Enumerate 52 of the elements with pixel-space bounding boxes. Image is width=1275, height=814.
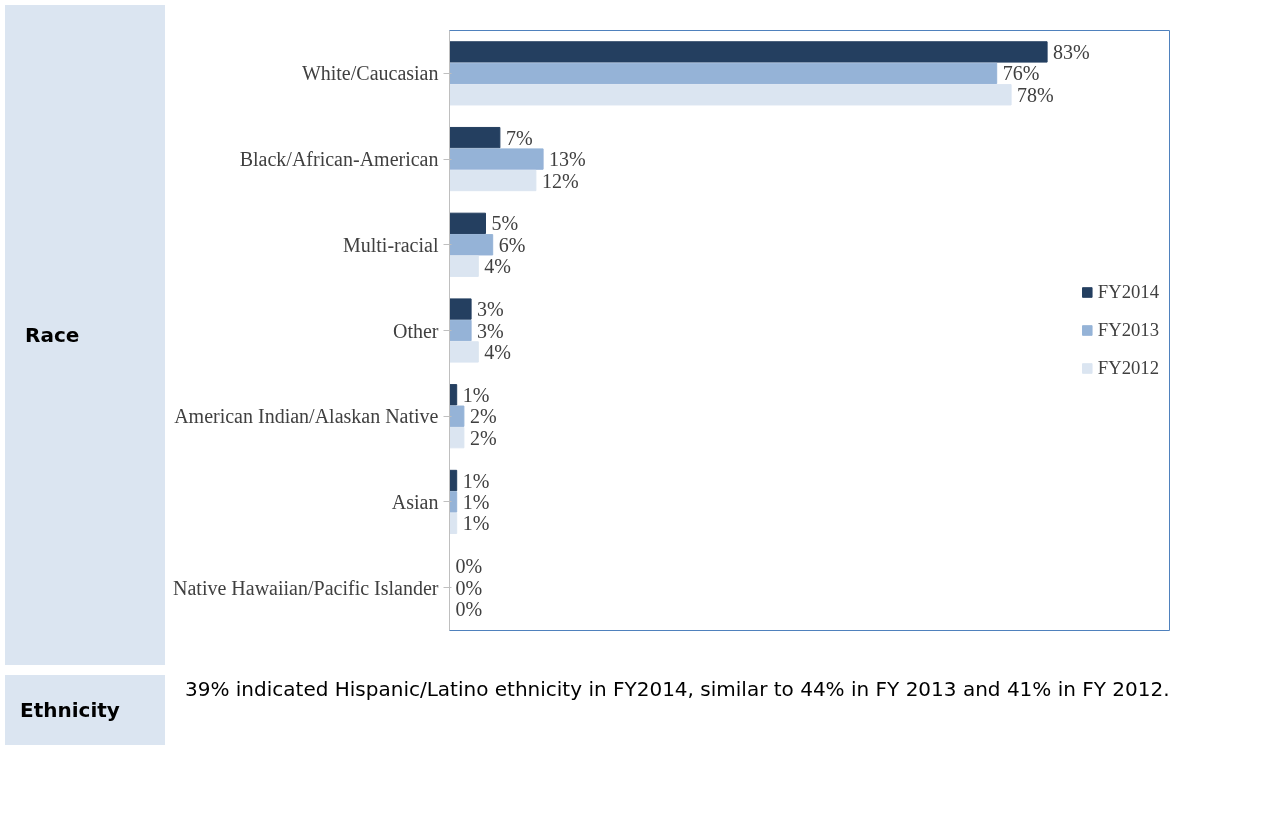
data-label: 76% bbox=[1002, 62, 1040, 85]
data-label: 3% bbox=[477, 298, 504, 321]
bar bbox=[449, 234, 494, 256]
data-label: 13% bbox=[549, 148, 586, 171]
bar bbox=[449, 169, 537, 192]
data-label: 12% bbox=[541, 169, 579, 192]
data-label: 1% bbox=[462, 469, 490, 492]
legend-label: FY2013 bbox=[1097, 319, 1159, 341]
y-tick-label: American Indian/Alaskan Native bbox=[174, 405, 439, 428]
data-label: 1% bbox=[462, 383, 490, 406]
bar bbox=[449, 148, 544, 170]
data-label: 7% bbox=[505, 126, 533, 149]
data-label: 2% bbox=[469, 405, 497, 428]
y-tick-label: Other bbox=[392, 319, 439, 342]
bar bbox=[449, 341, 479, 363]
data-label: 4% bbox=[484, 255, 511, 278]
data-label: 6% bbox=[498, 233, 526, 256]
bar bbox=[449, 491, 458, 513]
bar bbox=[449, 126, 501, 149]
bar bbox=[449, 426, 465, 449]
data-label: 78% bbox=[1017, 83, 1054, 106]
data-label: 5% bbox=[491, 212, 519, 235]
bar bbox=[449, 298, 472, 320]
y-tick-label: Black/African-American bbox=[239, 148, 439, 171]
bar bbox=[449, 41, 1048, 63]
bar bbox=[449, 319, 472, 342]
bar bbox=[449, 84, 1012, 106]
bar bbox=[449, 212, 486, 235]
bar bbox=[449, 405, 465, 427]
text: Race bbox=[25, 321, 80, 349]
data-label: 0% bbox=[455, 555, 483, 578]
data-label: 1% bbox=[462, 512, 490, 535]
data-label: 0% bbox=[455, 576, 483, 599]
y-tick-label: White/Caucasian bbox=[301, 62, 439, 85]
text: Ethnicity bbox=[20, 696, 120, 724]
y-tick-label: Asian bbox=[391, 490, 439, 513]
bar bbox=[449, 469, 458, 492]
y-tick-label: Multi-racial bbox=[342, 233, 439, 256]
y-tick-label: Native Hawaiian/Pacific Islander bbox=[173, 576, 439, 599]
data-label: 3% bbox=[477, 319, 504, 342]
legend-label: FY2014 bbox=[1097, 281, 1159, 303]
data-label: 2% bbox=[469, 426, 497, 449]
bar bbox=[449, 62, 998, 85]
legend-label: FY2012 bbox=[1097, 357, 1159, 379]
data-label: 0% bbox=[455, 598, 483, 621]
bar bbox=[449, 512, 458, 535]
data-label: 1% bbox=[462, 490, 490, 513]
data-label: 83% bbox=[1053, 40, 1090, 63]
bar bbox=[449, 255, 479, 277]
bar bbox=[449, 384, 458, 406]
data-label: 4% bbox=[484, 340, 511, 363]
text: 39% indicated Hispanic/Latino ethnicity in FY2014, similar to 44% in FY 2013 and 41% in FY 2012. bbox=[185, 676, 1170, 703]
